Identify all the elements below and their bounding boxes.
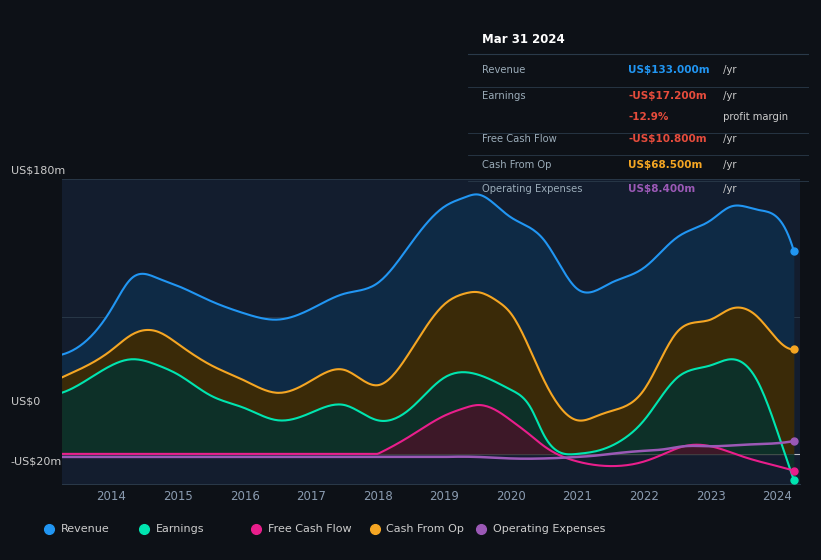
Text: US$68.500m: US$68.500m: [628, 160, 703, 170]
Text: -US$10.800m: -US$10.800m: [628, 134, 707, 144]
Text: /yr: /yr: [720, 184, 736, 194]
Text: /yr: /yr: [720, 134, 736, 144]
Text: /yr: /yr: [720, 160, 736, 170]
Text: Operating Expenses: Operating Expenses: [493, 524, 605, 534]
Text: US$180m: US$180m: [11, 166, 65, 176]
Text: -12.9%: -12.9%: [628, 111, 668, 122]
Text: US$133.000m: US$133.000m: [628, 66, 709, 76]
Text: US$0: US$0: [11, 396, 40, 407]
Text: Revenue: Revenue: [62, 524, 110, 534]
Text: Revenue: Revenue: [482, 66, 525, 76]
Text: Free Cash Flow: Free Cash Flow: [268, 524, 351, 534]
Text: Operating Expenses: Operating Expenses: [482, 184, 582, 194]
Text: US$8.400m: US$8.400m: [628, 184, 695, 194]
Text: Cash From Op: Cash From Op: [387, 524, 464, 534]
Text: Cash From Op: Cash From Op: [482, 160, 551, 170]
Text: /yr: /yr: [720, 66, 736, 76]
Text: Earnings: Earnings: [482, 91, 525, 101]
Text: Mar 31 2024: Mar 31 2024: [482, 32, 564, 45]
Text: /yr: /yr: [720, 91, 736, 101]
Text: Earnings: Earnings: [156, 524, 204, 534]
Text: Free Cash Flow: Free Cash Flow: [482, 134, 557, 144]
Text: profit margin: profit margin: [720, 111, 788, 122]
Text: -US$17.200m: -US$17.200m: [628, 91, 707, 101]
Text: -US$20m: -US$20m: [11, 457, 62, 467]
